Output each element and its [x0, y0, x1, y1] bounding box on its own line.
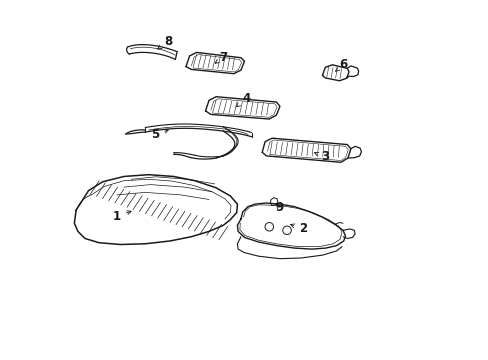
Text: 2: 2 [290, 222, 306, 235]
Text: 5: 5 [151, 128, 168, 141]
Text: 7: 7 [215, 51, 227, 64]
Text: 8: 8 [158, 35, 172, 49]
Text: 1: 1 [113, 210, 131, 222]
Text: 6: 6 [335, 58, 346, 71]
Text: 3: 3 [314, 150, 329, 163]
Text: 4: 4 [236, 92, 250, 107]
Text: 9: 9 [275, 201, 283, 214]
